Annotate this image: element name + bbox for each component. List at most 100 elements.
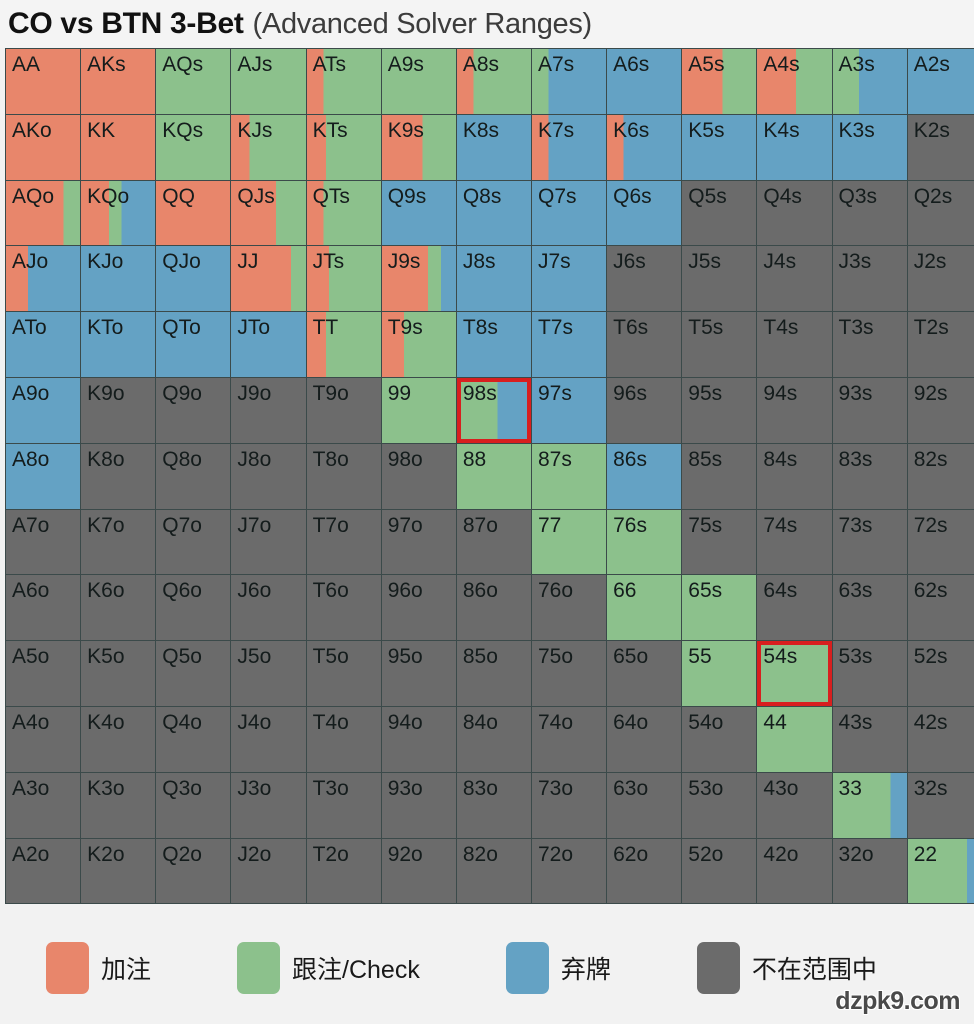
range-cell-jts[interactable]: JTs: [305, 245, 382, 313]
range-cell-k7o[interactable]: K7o: [80, 508, 157, 576]
range-cell-ats[interactable]: ATs: [305, 48, 382, 115]
range-cell-t9o[interactable]: T9o: [305, 376, 382, 444]
range-cell-65o[interactable]: 65o: [606, 640, 683, 707]
range-cell-qjs[interactable]: QJs: [230, 179, 307, 247]
range-cell-54o[interactable]: 54o: [681, 705, 758, 773]
range-cell-j3o[interactable]: J3o: [230, 771, 307, 839]
range-cell-q7s[interactable]: Q7s: [530, 179, 608, 247]
range-cell-ajs[interactable]: AJs: [230, 48, 307, 115]
range-cell-75s[interactable]: 75s: [681, 508, 758, 576]
range-cell-t7o[interactable]: T7o: [305, 508, 382, 576]
range-cell-73s[interactable]: 73s: [831, 508, 908, 576]
range-cell-t7s[interactable]: T7s: [530, 311, 608, 378]
range-cell-jto[interactable]: JTo: [230, 311, 307, 378]
range-cell-43o[interactable]: 43o: [756, 771, 833, 839]
range-cell-76s[interactable]: 76s: [606, 508, 683, 576]
range-cell-q8s[interactable]: Q8s: [455, 179, 532, 247]
range-cell-64o[interactable]: 64o: [606, 705, 683, 773]
range-cell-83o[interactable]: 83o: [455, 771, 532, 839]
range-cell-74o[interactable]: 74o: [530, 705, 608, 773]
range-cell-kqs[interactable]: KQs: [155, 113, 232, 181]
range-cell-84s[interactable]: 84s: [756, 442, 833, 510]
range-cell-k9o[interactable]: K9o: [80, 376, 157, 444]
range-cell-k2s[interactable]: K2s: [906, 113, 974, 181]
range-cell-64s[interactable]: 64s: [756, 574, 833, 642]
range-cell-85s[interactable]: 85s: [681, 442, 758, 510]
range-cell-t5o[interactable]: T5o: [305, 640, 382, 707]
range-cell-j7s[interactable]: J7s: [530, 245, 608, 313]
range-cell-52s[interactable]: 52s: [906, 640, 974, 707]
range-cell-82o[interactable]: 82o: [455, 837, 532, 905]
range-cell-k3s[interactable]: K3s: [831, 113, 908, 181]
range-cell-q5s[interactable]: Q5s: [681, 179, 758, 247]
range-cell-96s[interactable]: 96s: [606, 376, 683, 444]
range-cell-tt[interactable]: TT: [305, 311, 382, 378]
range-cell-66[interactable]: 66: [606, 574, 683, 642]
range-cell-33[interactable]: 33: [831, 771, 908, 839]
range-cell-j9o[interactable]: J9o: [230, 376, 307, 444]
range-cell-t3s[interactable]: T3s: [831, 311, 908, 378]
range-cell-72s[interactable]: 72s: [906, 508, 974, 576]
range-cell-k4o[interactable]: K4o: [80, 705, 157, 773]
range-cell-q2o[interactable]: Q2o: [155, 837, 232, 905]
range-cell-j9s[interactable]: J9s: [380, 245, 457, 313]
range-cell-k2o[interactable]: K2o: [80, 837, 157, 905]
range-cell-93s[interactable]: 93s: [831, 376, 908, 444]
range-cell-j4o[interactable]: J4o: [230, 705, 307, 773]
range-cell-jj[interactable]: JJ: [230, 245, 307, 313]
range-cell-97s[interactable]: 97s: [530, 376, 608, 444]
range-cell-q3s[interactable]: Q3s: [831, 179, 908, 247]
range-cell-ajo[interactable]: AJo: [4, 245, 82, 313]
range-cell-a3o[interactable]: A3o: [4, 771, 82, 839]
range-cell-a6o[interactable]: A6o: [4, 574, 82, 642]
range-cell-kjs[interactable]: KJs: [230, 113, 307, 181]
range-cell-t2o[interactable]: T2o: [305, 837, 382, 905]
range-cell-42o[interactable]: 42o: [756, 837, 833, 905]
range-cell-k6o[interactable]: K6o: [80, 574, 157, 642]
range-cell-q4o[interactable]: Q4o: [155, 705, 232, 773]
range-cell-q5o[interactable]: Q5o: [155, 640, 232, 707]
range-cell-qto[interactable]: QTo: [155, 311, 232, 378]
range-cell-t9s[interactable]: T9s: [380, 311, 457, 378]
range-cell-t3o[interactable]: T3o: [305, 771, 382, 839]
range-cell-q6s[interactable]: Q6s: [606, 179, 683, 247]
range-cell-85o[interactable]: 85o: [455, 640, 532, 707]
range-cell-32o[interactable]: 32o: [831, 837, 908, 905]
range-cell-k6s[interactable]: K6s: [606, 113, 683, 181]
range-cell-k7s[interactable]: K7s: [530, 113, 608, 181]
range-cell-a7s[interactable]: A7s: [530, 48, 608, 115]
range-cell-32s[interactable]: 32s: [906, 771, 974, 839]
range-cell-86o[interactable]: 86o: [455, 574, 532, 642]
range-cell-a9s[interactable]: A9s: [380, 48, 457, 115]
range-cell-a8s[interactable]: A8s: [455, 48, 532, 115]
range-cell-94s[interactable]: 94s: [756, 376, 833, 444]
range-cell-54s[interactable]: 54s: [756, 640, 833, 707]
range-cell-t5s[interactable]: T5s: [681, 311, 758, 378]
range-cell-qjo[interactable]: QJo: [155, 245, 232, 313]
range-cell-q9s[interactable]: Q9s: [380, 179, 457, 247]
range-cell-63o[interactable]: 63o: [606, 771, 683, 839]
range-cell-a3s[interactable]: A3s: [831, 48, 908, 115]
range-cell-q7o[interactable]: Q7o: [155, 508, 232, 576]
range-cell-82s[interactable]: 82s: [906, 442, 974, 510]
range-cell-76o[interactable]: 76o: [530, 574, 608, 642]
range-cell-55[interactable]: 55: [681, 640, 758, 707]
range-cell-86s[interactable]: 86s: [606, 442, 683, 510]
range-cell-q3o[interactable]: Q3o: [155, 771, 232, 839]
range-cell-j7o[interactable]: J7o: [230, 508, 307, 576]
range-cell-88[interactable]: 88: [455, 442, 532, 510]
range-cell-87s[interactable]: 87s: [530, 442, 608, 510]
range-cell-77[interactable]: 77: [530, 508, 608, 576]
range-cell-65s[interactable]: 65s: [681, 574, 758, 642]
range-cell-95s[interactable]: 95s: [681, 376, 758, 444]
range-cell-k5s[interactable]: K5s: [681, 113, 758, 181]
range-cell-j4s[interactable]: J4s: [756, 245, 833, 313]
range-cell-a9o[interactable]: A9o: [4, 376, 82, 444]
range-cell-a2s[interactable]: A2s: [906, 48, 974, 115]
range-cell-53s[interactable]: 53s: [831, 640, 908, 707]
range-cell-93o[interactable]: 93o: [380, 771, 457, 839]
range-cell-75o[interactable]: 75o: [530, 640, 608, 707]
range-cell-ato[interactable]: ATo: [4, 311, 82, 378]
range-cell-q4s[interactable]: Q4s: [756, 179, 833, 247]
range-cell-98s[interactable]: 98s: [455, 376, 532, 444]
